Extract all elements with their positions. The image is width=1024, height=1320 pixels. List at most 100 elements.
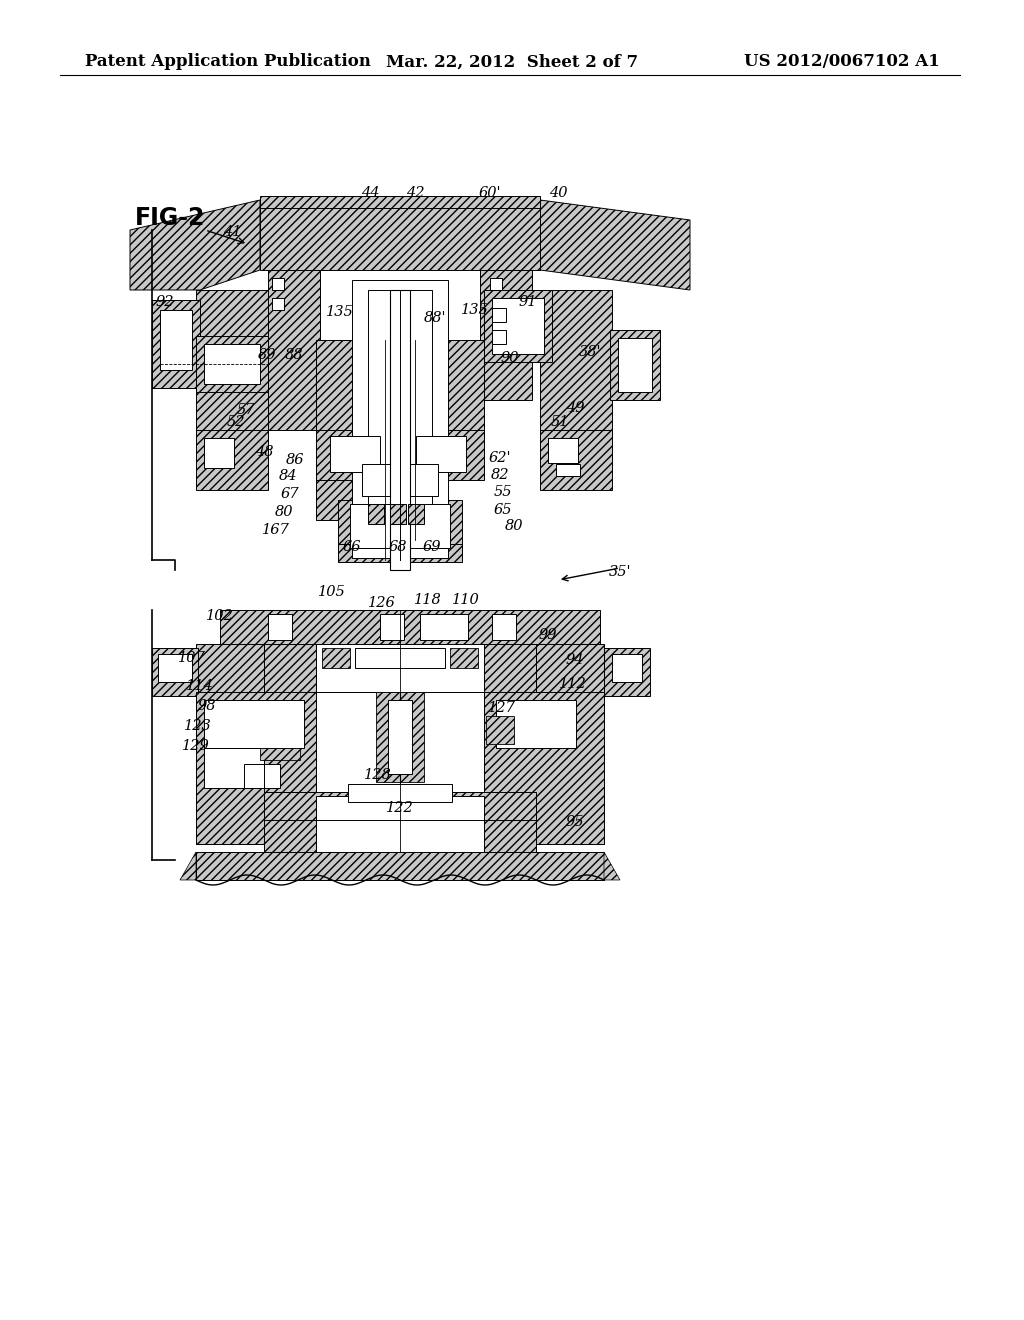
FancyBboxPatch shape	[556, 465, 580, 477]
FancyBboxPatch shape	[540, 430, 612, 490]
FancyBboxPatch shape	[316, 430, 484, 480]
FancyBboxPatch shape	[316, 341, 352, 520]
Polygon shape	[204, 438, 234, 454]
FancyBboxPatch shape	[264, 820, 316, 851]
FancyBboxPatch shape	[316, 796, 484, 832]
FancyBboxPatch shape	[322, 648, 350, 668]
FancyBboxPatch shape	[540, 290, 612, 430]
FancyBboxPatch shape	[484, 290, 552, 362]
FancyBboxPatch shape	[272, 298, 284, 310]
FancyBboxPatch shape	[160, 310, 193, 370]
FancyBboxPatch shape	[420, 614, 468, 640]
FancyBboxPatch shape	[268, 271, 319, 430]
Text: 123: 123	[184, 719, 212, 733]
FancyBboxPatch shape	[484, 820, 536, 851]
Text: 55: 55	[494, 484, 512, 499]
Text: 98: 98	[198, 700, 216, 713]
Text: 68: 68	[389, 540, 408, 554]
FancyBboxPatch shape	[355, 648, 445, 668]
FancyBboxPatch shape	[316, 692, 484, 792]
Text: 52: 52	[226, 414, 246, 429]
FancyBboxPatch shape	[604, 648, 650, 696]
Text: 122: 122	[386, 801, 414, 814]
FancyBboxPatch shape	[264, 792, 536, 836]
Text: 44: 44	[360, 186, 379, 201]
FancyBboxPatch shape	[196, 337, 268, 392]
FancyBboxPatch shape	[496, 700, 575, 748]
Text: 84: 84	[279, 469, 297, 483]
FancyBboxPatch shape	[244, 764, 280, 788]
FancyBboxPatch shape	[196, 644, 264, 843]
Text: FIG-2: FIG-2	[135, 206, 206, 230]
Text: 135: 135	[461, 304, 488, 317]
Text: 99: 99	[539, 628, 557, 642]
Text: 62': 62'	[488, 451, 511, 465]
Text: 94: 94	[565, 653, 585, 667]
FancyBboxPatch shape	[450, 648, 478, 668]
FancyBboxPatch shape	[362, 465, 438, 496]
Text: 65: 65	[494, 503, 512, 517]
FancyBboxPatch shape	[618, 338, 652, 392]
FancyBboxPatch shape	[490, 279, 502, 290]
FancyBboxPatch shape	[196, 290, 268, 430]
FancyBboxPatch shape	[264, 644, 316, 723]
FancyBboxPatch shape	[354, 459, 446, 500]
FancyBboxPatch shape	[536, 644, 604, 843]
Text: 107: 107	[178, 651, 206, 665]
FancyBboxPatch shape	[316, 820, 484, 851]
FancyBboxPatch shape	[260, 195, 540, 209]
FancyBboxPatch shape	[152, 300, 200, 388]
FancyBboxPatch shape	[338, 500, 384, 554]
FancyBboxPatch shape	[319, 271, 480, 341]
FancyBboxPatch shape	[449, 341, 484, 470]
FancyBboxPatch shape	[204, 748, 264, 788]
Text: 89: 89	[258, 348, 276, 362]
FancyBboxPatch shape	[484, 644, 536, 723]
FancyBboxPatch shape	[368, 504, 384, 524]
Text: 40: 40	[549, 186, 567, 201]
FancyBboxPatch shape	[388, 700, 412, 774]
FancyBboxPatch shape	[204, 438, 234, 469]
FancyBboxPatch shape	[492, 614, 516, 640]
FancyBboxPatch shape	[260, 748, 300, 760]
Text: 128: 128	[365, 768, 392, 781]
Text: 49: 49	[565, 401, 585, 414]
Text: 66: 66	[343, 540, 361, 554]
FancyBboxPatch shape	[152, 648, 198, 696]
Text: 60': 60'	[479, 186, 502, 201]
Text: 35': 35'	[608, 565, 631, 579]
Text: 114: 114	[186, 678, 214, 693]
FancyBboxPatch shape	[390, 290, 410, 570]
Text: 129: 129	[182, 739, 210, 752]
Text: Patent Application Publication: Patent Application Publication	[85, 54, 371, 70]
FancyBboxPatch shape	[548, 438, 578, 463]
FancyBboxPatch shape	[376, 692, 424, 781]
Text: 167: 167	[262, 523, 290, 537]
Text: 112: 112	[559, 677, 587, 690]
FancyBboxPatch shape	[272, 279, 284, 290]
FancyBboxPatch shape	[268, 614, 292, 640]
Text: 92: 92	[156, 294, 174, 309]
Text: 118: 118	[414, 593, 442, 607]
Text: 127: 127	[488, 701, 516, 715]
FancyBboxPatch shape	[480, 271, 532, 400]
FancyBboxPatch shape	[316, 644, 484, 692]
Text: 38': 38'	[579, 345, 601, 359]
Text: 110: 110	[453, 593, 480, 607]
Text: 88: 88	[285, 348, 303, 362]
Text: 86: 86	[286, 453, 304, 467]
FancyBboxPatch shape	[196, 430, 268, 490]
FancyBboxPatch shape	[408, 504, 424, 524]
Polygon shape	[540, 201, 690, 290]
Text: Mar. 22, 2012  Sheet 2 of 7: Mar. 22, 2012 Sheet 2 of 7	[386, 54, 638, 70]
FancyBboxPatch shape	[196, 851, 604, 880]
FancyBboxPatch shape	[416, 500, 462, 554]
Text: 67: 67	[281, 487, 299, 502]
FancyBboxPatch shape	[610, 330, 660, 400]
FancyBboxPatch shape	[486, 715, 514, 744]
Text: 91: 91	[519, 294, 538, 309]
Text: 48: 48	[255, 445, 273, 459]
Text: 82: 82	[490, 469, 509, 482]
FancyBboxPatch shape	[196, 692, 316, 843]
Polygon shape	[130, 201, 260, 290]
